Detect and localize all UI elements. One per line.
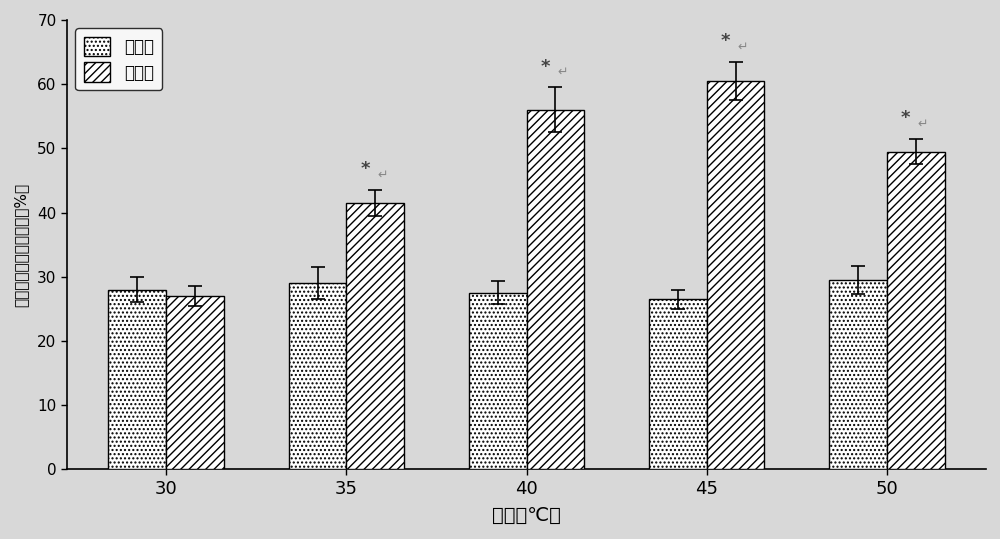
Bar: [649, 299, 707, 469]
Text: *: *: [360, 161, 370, 178]
Text: ↵: ↵: [377, 169, 387, 182]
Text: *: *: [901, 109, 910, 127]
Text: *: *: [721, 32, 730, 50]
Legend: 对照组, 处理组: 对照组, 处理组: [75, 28, 162, 90]
Bar: [887, 151, 945, 469]
Text: ↵: ↵: [737, 40, 748, 53]
Bar: [108, 289, 166, 469]
Y-axis label: 菌膜变化效率／存活率（%）: 菌膜变化效率／存活率（%）: [14, 183, 29, 307]
Bar: [527, 110, 584, 469]
Text: ↵: ↵: [557, 66, 568, 79]
Bar: [346, 203, 404, 469]
Text: ↵: ↵: [918, 118, 928, 130]
Bar: [469, 293, 527, 469]
Text: *: *: [540, 58, 550, 76]
Bar: [707, 81, 764, 469]
X-axis label: 温度（℃）: 温度（℃）: [492, 506, 561, 525]
Bar: [289, 283, 346, 469]
Bar: [829, 280, 887, 469]
Bar: [166, 296, 224, 469]
